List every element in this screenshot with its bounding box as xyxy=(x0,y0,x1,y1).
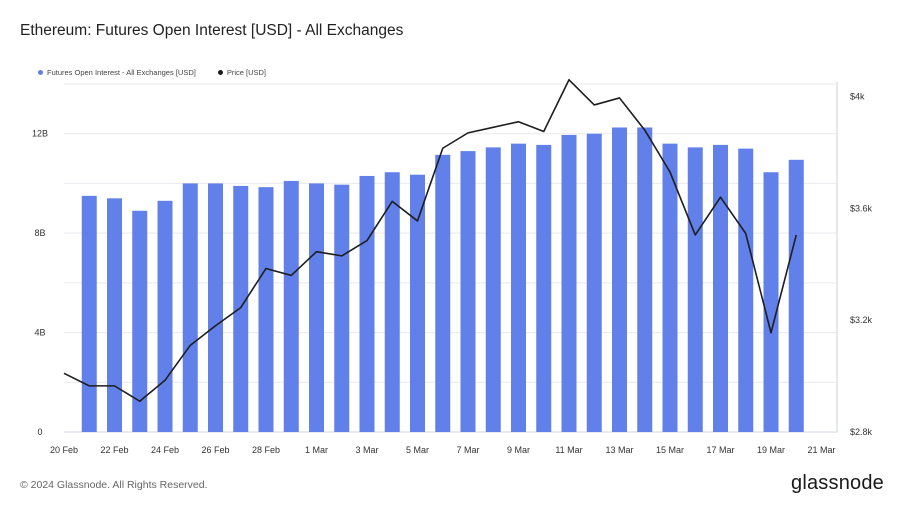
price-line xyxy=(63,78,798,403)
bar xyxy=(586,133,602,433)
x-tick-label: 9 Mar xyxy=(507,445,530,455)
legend-label-price: Price [USD] xyxy=(226,68,267,77)
y-right-tick-label: $4k xyxy=(850,92,865,102)
x-tick-label: 19 Mar xyxy=(757,445,785,455)
legend-item-price[interactable]: Price [USD] xyxy=(217,68,267,77)
y-left-tick-label: 4B xyxy=(34,328,45,338)
legend-item-open-interest[interactable]: Futures Open Interest - All Exchanges [U… xyxy=(38,68,196,77)
bar xyxy=(662,143,678,433)
x-tick-label: 28 Feb xyxy=(252,445,280,455)
x-tick-label: 15 Mar xyxy=(656,445,684,455)
x-tick-label: 11 Mar xyxy=(555,445,582,455)
x-tick-label: 20 Feb xyxy=(50,445,78,455)
x-tick-label: 22 Feb xyxy=(100,445,128,455)
glassnode-logo: glassnode xyxy=(791,472,884,494)
x-tick-label: 1 Mar xyxy=(305,445,328,455)
bar xyxy=(435,154,451,432)
bar xyxy=(687,147,703,433)
x-tick-label: 5 Mar xyxy=(406,445,429,455)
chart-title: Ethereum: Futures Open Interest [USD] - … xyxy=(20,22,404,39)
y-right-tick-label: $3.6k xyxy=(850,203,873,213)
bar xyxy=(132,210,148,432)
x-tick-label: 17 Mar xyxy=(706,445,734,455)
bar xyxy=(334,184,350,432)
bar xyxy=(309,183,324,432)
y-right-tick-label: $3.2k xyxy=(850,315,873,325)
bar xyxy=(511,143,526,433)
bar xyxy=(359,175,375,432)
x-tick-label: 21 Mar xyxy=(807,445,835,455)
legend-label-open-interest: Futures Open Interest - All Exchanges [U… xyxy=(47,68,196,77)
bar xyxy=(107,198,122,432)
bar xyxy=(713,144,728,432)
y-left-tick-label: 0 xyxy=(37,427,42,437)
bar xyxy=(612,127,627,433)
bar xyxy=(258,187,274,432)
legend-swatch-open-interest xyxy=(38,70,43,75)
x-tick-label: 3 Mar xyxy=(355,445,378,455)
copyright: © 2024 Glassnode. All Rights Reserved. xyxy=(20,479,208,491)
legend-swatch-price xyxy=(217,70,223,75)
x-tick-label: 26 Feb xyxy=(201,445,229,455)
bar xyxy=(763,172,779,432)
bar xyxy=(561,134,577,432)
bar xyxy=(637,127,653,433)
bar xyxy=(485,147,501,433)
bar xyxy=(410,174,425,433)
y-left-tick-label: 8B xyxy=(34,228,45,238)
y-right-tick-label: $2.8k xyxy=(850,427,873,437)
x-tick-label: 24 Feb xyxy=(151,445,179,455)
legend: Futures Open Interest - All Exchanges [U… xyxy=(38,68,266,77)
bar xyxy=(460,151,476,433)
bar xyxy=(208,183,223,432)
bar xyxy=(738,148,754,432)
x-tick-label: 13 Mar xyxy=(605,445,633,455)
bar xyxy=(536,144,552,432)
bar xyxy=(81,195,97,432)
bar xyxy=(384,172,400,432)
x-tick-label: 7 Mar xyxy=(456,445,479,455)
bar xyxy=(182,183,198,432)
bar xyxy=(788,159,804,432)
bar xyxy=(283,180,299,432)
bar xyxy=(233,185,249,432)
y-left-tick-label: 12B xyxy=(32,129,48,139)
bar xyxy=(157,200,173,432)
